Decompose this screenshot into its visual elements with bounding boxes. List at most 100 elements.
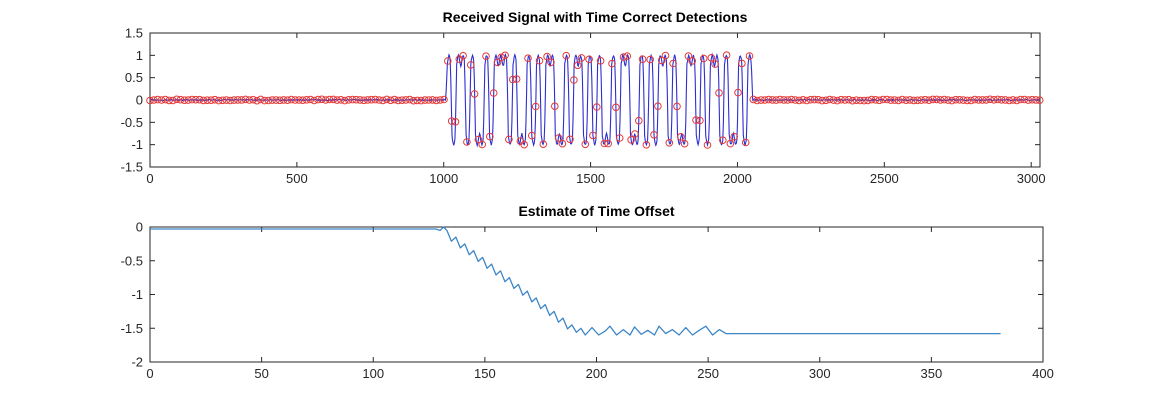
y-tick-label: 0 xyxy=(136,220,143,235)
detection-marker xyxy=(394,96,403,105)
detection-marker xyxy=(856,96,865,105)
detection-marker xyxy=(310,96,319,105)
detection-marker xyxy=(382,95,391,104)
detection-marker xyxy=(470,90,479,98)
detection-marker xyxy=(871,96,880,104)
detection-marker xyxy=(367,95,376,104)
detection-marker xyxy=(1020,95,1029,104)
detection-marker xyxy=(409,96,418,105)
detection-marker xyxy=(318,95,326,104)
detection-marker xyxy=(211,95,219,104)
detection-marker xyxy=(684,52,693,60)
detection-marker xyxy=(909,96,918,105)
detection-marker xyxy=(997,96,1006,104)
detection-marker xyxy=(814,95,823,104)
detection-marker xyxy=(677,133,685,141)
detection-marker xyxy=(734,88,742,97)
detection-marker xyxy=(554,134,563,142)
detection-marker xyxy=(795,96,803,105)
detection-marker xyxy=(344,96,353,104)
detection-marker xyxy=(757,96,765,104)
x-tick-label: 0 xyxy=(146,171,153,186)
x-tick-label: 1000 xyxy=(429,171,458,186)
detection-marker xyxy=(971,95,979,104)
detection-marker xyxy=(745,52,754,60)
x-tick-label: 500 xyxy=(286,171,308,186)
detection-marker xyxy=(894,96,903,105)
detection-marker xyxy=(287,95,296,104)
detection-marker xyxy=(195,95,204,104)
top-chart-title: Received Signal with Time Correct Detect… xyxy=(442,9,748,25)
detection-marker xyxy=(222,96,231,104)
detection-marker xyxy=(711,60,719,68)
detection-marker xyxy=(772,96,781,104)
detection-marker xyxy=(150,96,158,104)
detection-marker xyxy=(424,96,433,104)
x-tick-label: 400 xyxy=(1032,366,1054,381)
detection-marker xyxy=(642,141,651,149)
x-tick-label: 250 xyxy=(697,366,719,381)
detection-marker xyxy=(596,57,605,65)
detection-marker xyxy=(184,96,192,104)
x-tick-label: 150 xyxy=(474,366,496,381)
detection-marker xyxy=(1001,96,1010,104)
detection-marker xyxy=(1005,96,1014,105)
detection-marker xyxy=(256,95,265,104)
detection-marker xyxy=(531,102,540,111)
detection-marker xyxy=(176,95,185,104)
detection-marker xyxy=(573,61,582,70)
detection-marker xyxy=(623,52,632,60)
detection-marker xyxy=(363,96,372,104)
detection-marker xyxy=(283,96,292,104)
detection-marker xyxy=(329,95,338,104)
detection-marker xyxy=(245,96,254,104)
detection-marker xyxy=(264,96,273,105)
detection-marker xyxy=(776,95,784,104)
detection-marker xyxy=(974,96,983,104)
detection-marker xyxy=(887,96,895,104)
detection-marker xyxy=(325,95,334,104)
detection-marker xyxy=(558,139,567,148)
detection-marker xyxy=(799,96,807,104)
y-tick-label: 1 xyxy=(136,48,143,63)
detection-marker xyxy=(493,58,502,67)
detection-marker xyxy=(883,95,891,104)
bottom-chart-title: Estimate of Time Offset xyxy=(518,203,675,219)
y-tick-label: -0.5 xyxy=(121,115,143,130)
detection-marker xyxy=(669,59,677,68)
detection-marker xyxy=(719,136,727,144)
detection-marker xyxy=(959,96,968,104)
detection-marker xyxy=(467,61,475,69)
detection-marker xyxy=(348,95,357,104)
detection-marker xyxy=(199,96,208,105)
detection-marker xyxy=(333,96,341,104)
detection-marker xyxy=(192,95,200,104)
detection-marker xyxy=(340,96,349,105)
detection-marker xyxy=(302,96,311,104)
y-tick-label: 0.5 xyxy=(125,70,143,85)
detection-marker xyxy=(825,95,834,104)
detection-marker xyxy=(986,95,994,104)
detection-marker xyxy=(841,96,849,104)
detection-marker xyxy=(535,56,544,65)
detection-marker xyxy=(1024,96,1033,104)
detection-marker xyxy=(932,95,941,104)
detection-marker xyxy=(524,54,532,63)
detection-marker xyxy=(657,56,666,65)
x-tick-label: 100 xyxy=(362,366,384,381)
detection-marker xyxy=(638,55,647,64)
detection-marker xyxy=(963,96,972,105)
detection-marker xyxy=(497,53,506,62)
detection-marker xyxy=(726,139,735,148)
detection-marker xyxy=(848,96,857,105)
detection-marker xyxy=(806,95,815,104)
detection-marker xyxy=(146,96,154,105)
detection-marker xyxy=(230,96,238,104)
x-tick-label: 0 xyxy=(146,366,153,381)
detection-marker xyxy=(944,96,952,104)
detection-marker xyxy=(1028,95,1036,104)
detection-marker xyxy=(818,96,826,105)
axes-box xyxy=(149,226,1044,363)
detection-marker xyxy=(741,138,750,147)
